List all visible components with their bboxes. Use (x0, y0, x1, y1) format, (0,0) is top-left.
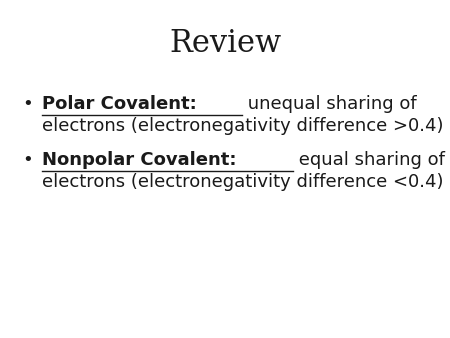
Text: Review: Review (169, 28, 281, 59)
Text: Polar Covalent:: Polar Covalent: (42, 95, 197, 113)
Text: equal sharing of: equal sharing of (293, 151, 445, 169)
Text: electrons (electronegativity difference >0.4): electrons (electronegativity difference … (42, 117, 444, 135)
Text: •: • (22, 151, 33, 169)
Text: •: • (22, 95, 33, 113)
Text: unequal sharing of: unequal sharing of (242, 95, 416, 113)
Text: Nonpolar Covalent:: Nonpolar Covalent: (42, 151, 237, 169)
Text: electrons (electronegativity difference <0.4): electrons (electronegativity difference … (42, 173, 444, 191)
